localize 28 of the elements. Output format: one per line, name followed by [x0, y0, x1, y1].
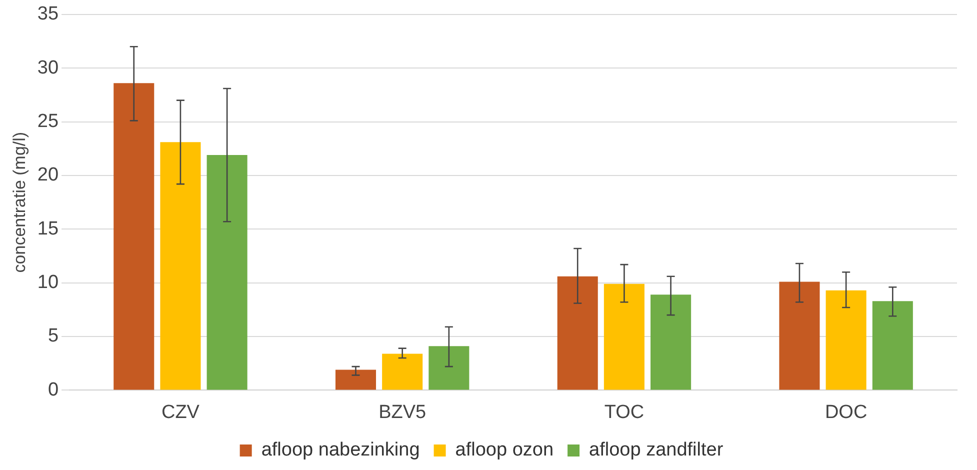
- bar: [650, 294, 692, 390]
- x-tick-label: BZV5: [378, 402, 426, 423]
- bar: [160, 142, 201, 390]
- bar: [114, 83, 154, 390]
- x-tick-label: CZV: [161, 402, 200, 423]
- bar: [557, 276, 598, 390]
- x-tick-label: TOC: [604, 402, 644, 423]
- y-tick-label: 15: [37, 218, 59, 240]
- y-tick-label: 30: [37, 57, 59, 78]
- y-tick-label: 10: [37, 272, 59, 294]
- x-tick-label: DOC: [824, 402, 868, 423]
- legend-label: afloop zandfilter: [589, 440, 724, 461]
- y-tick-label: 5: [48, 326, 59, 347]
- legend-label: afloop nabezinking: [261, 440, 420, 461]
- y-tick-label: 0: [48, 379, 59, 400]
- bar: [604, 284, 644, 390]
- y-axis-title: concentratie (mg/l): [10, 132, 29, 273]
- y-tick-label: 20: [37, 164, 59, 186]
- legend-label: afloop ozon: [455, 440, 554, 461]
- bar: [872, 301, 913, 390]
- bar: [826, 290, 866, 390]
- bar: [779, 282, 820, 390]
- y-tick-label: 35: [37, 4, 59, 25]
- bar: [428, 346, 470, 390]
- bar: [382, 354, 423, 390]
- bar: [206, 155, 248, 390]
- bar: [335, 370, 376, 390]
- y-tick-label: 25: [37, 111, 59, 132]
